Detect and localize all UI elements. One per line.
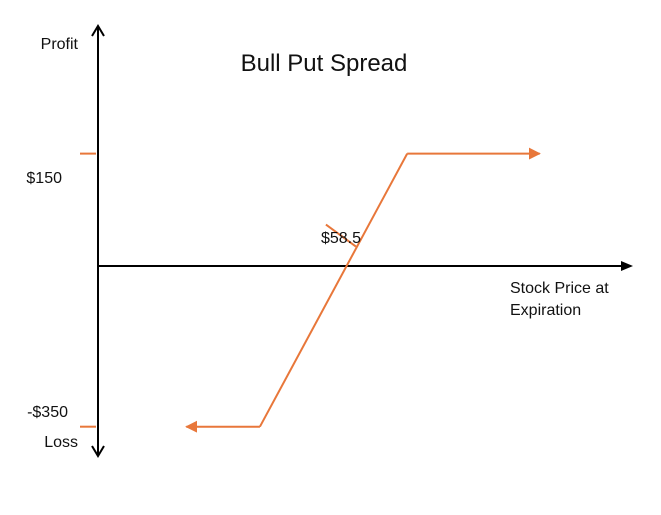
breakeven-label: $58.5: [321, 230, 361, 247]
y-axis-label-profit: Profit: [41, 36, 79, 53]
y-tick-label-neg350: -$350: [27, 404, 68, 421]
y-axis-arrow-up: [91, 24, 105, 37]
x-axis-arrow: [621, 261, 633, 271]
y-axis-arrow-down: [91, 445, 105, 458]
chart-title: Bull Put Spread: [241, 50, 408, 77]
y-axis-label-loss: Loss: [44, 434, 78, 451]
y-tick-label-150: $150: [26, 170, 62, 187]
x-axis-label-line1: Stock Price at: [510, 280, 609, 297]
payoff-line: [259, 153, 409, 428]
x-axis-label-line2: Expiration: [510, 302, 581, 319]
breakeven-mark: [325, 223, 357, 248]
